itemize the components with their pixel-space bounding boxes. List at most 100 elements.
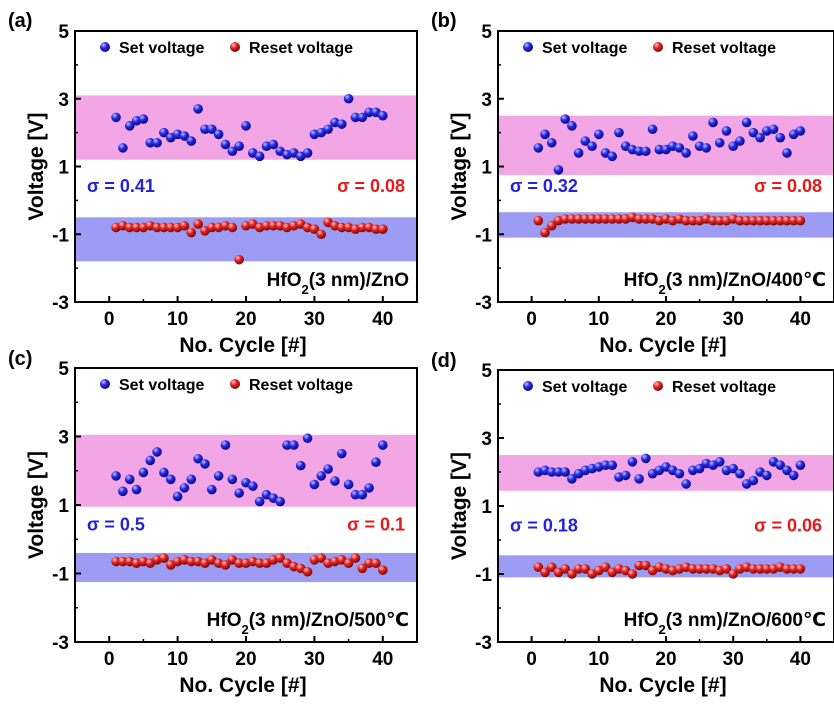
reset-voltage-point xyxy=(681,215,691,226)
set-voltage-point xyxy=(118,486,128,497)
y-tick-label: 5 xyxy=(481,361,492,382)
reset-voltage-point xyxy=(788,564,799,574)
y-tick-label: 5 xyxy=(481,22,492,43)
sample-annotation: HfO2(3 nm)/ZnO xyxy=(267,270,409,297)
reset-voltage-point xyxy=(268,220,279,231)
reset-voltage-point xyxy=(782,564,792,574)
sigma-set-annotation: σ = 0.5 xyxy=(87,515,145,535)
reset-voltage-point xyxy=(186,227,197,238)
reset-voltage-point xyxy=(336,222,347,233)
set-voltage-point xyxy=(118,143,128,153)
y-tick-label: -3 xyxy=(52,633,69,654)
reset-voltage-point xyxy=(580,564,591,574)
set-voltage-point xyxy=(600,460,611,471)
set-voltage-point xyxy=(573,148,584,158)
reset-voltage-point xyxy=(688,564,698,574)
set-voltage-point xyxy=(282,440,292,450)
reset-voltage-point xyxy=(357,222,368,233)
x-tick-label: 20 xyxy=(235,649,256,670)
sigma-reset-annotation: σ = 0.08 xyxy=(754,176,822,196)
set-voltage-point xyxy=(694,463,705,474)
set-voltage-point xyxy=(186,474,197,485)
set-voltage-point xyxy=(364,483,374,493)
set-voltage-point xyxy=(721,126,732,136)
set-voltage-point xyxy=(138,467,149,478)
set-voltage-point xyxy=(553,165,564,175)
x-tick-label: 20 xyxy=(655,309,676,330)
reset-voltage-point xyxy=(755,215,765,226)
reset-voltage-point xyxy=(788,215,799,226)
set-voltage-point xyxy=(220,139,231,150)
reset-voltage-point xyxy=(795,564,806,574)
reset-voltage-point xyxy=(159,222,169,233)
reset-voltage-point xyxy=(594,214,604,224)
legend-reset-label: Reset voltage xyxy=(672,379,776,396)
reset-voltage-point xyxy=(186,556,197,567)
reset-voltage-point xyxy=(533,215,544,226)
reset-voltage-point xyxy=(540,567,550,578)
set-voltage-point xyxy=(714,457,725,467)
legend-set-marker xyxy=(100,379,110,389)
reset-voltage-point xyxy=(600,562,611,572)
panel-c: 0 10 20 30 40 -3 -1 1 3 5 No. Cycle [#] Voltage [V]… xyxy=(8,348,418,697)
reset-voltage-point xyxy=(207,222,217,233)
set-voltage-point xyxy=(654,144,665,155)
x-tick-label: 20 xyxy=(235,309,256,330)
x-tick-label: 0 xyxy=(526,309,537,330)
set-voltage-point xyxy=(165,474,176,485)
y-tick-label: -3 xyxy=(475,633,492,654)
y-tick-label: 5 xyxy=(58,22,69,43)
y-tick-label: 3 xyxy=(481,90,492,111)
set-voltage-point xyxy=(634,146,644,157)
x-axis-title: No. Cycle [#] xyxy=(179,334,306,357)
set-voltage-point xyxy=(714,137,725,148)
x-tick-label: 40 xyxy=(372,309,393,330)
reset-voltage-point xyxy=(546,220,557,231)
reset-voltage-point xyxy=(782,215,792,226)
reset-voltage-point xyxy=(371,224,381,234)
set-voltage-point xyxy=(567,474,577,484)
reset-voltage-point xyxy=(118,556,128,567)
set-voltage-point xyxy=(234,141,244,151)
panel-b: 0 10 20 30 40 -3 -1 1 3 5 No. Cycle [#] Voltage [V]… xyxy=(431,10,834,357)
set-voltage-point xyxy=(193,104,203,114)
y-axis-title: Voltage [V] xyxy=(448,452,471,560)
reset-voltage-point xyxy=(567,569,577,579)
legend-set-label: Set voltage xyxy=(542,40,627,57)
set-voltage-point xyxy=(111,471,121,481)
x-tick-label: 30 xyxy=(304,309,325,330)
set-voltage-point xyxy=(179,131,190,141)
reset-voltage-point xyxy=(111,556,121,567)
plot-frame xyxy=(497,369,834,643)
reset-voltage-point xyxy=(614,214,624,224)
reset-voltage-point xyxy=(587,214,597,224)
set-voltage-point xyxy=(762,470,772,481)
reset-voltage-point xyxy=(378,224,388,234)
reset-voltage-point xyxy=(708,215,718,226)
y-axis-title: Voltage [V] xyxy=(25,451,48,559)
x-tick-label: 10 xyxy=(588,649,609,670)
panel-a: 0 10 20 30 40 -3 -1 1 3 5 No. Cycle [#] Voltage [V]… xyxy=(8,10,418,357)
set-voltage-point xyxy=(627,457,638,467)
reset-voltage-point xyxy=(152,222,162,233)
reset-voltage-point xyxy=(721,564,732,574)
reset-voltage-point xyxy=(580,214,591,224)
reset-voltage-point xyxy=(634,560,644,571)
reset-voltage-point xyxy=(573,564,584,574)
y-tick-label: 3 xyxy=(58,428,69,449)
set-voltage-point xyxy=(364,107,374,118)
set-voltage-point xyxy=(152,447,162,457)
set-voltage-point xyxy=(540,129,550,140)
panel-label: (a) xyxy=(8,10,32,32)
reset-voltage-point xyxy=(364,558,374,569)
x-tick-label: 30 xyxy=(723,309,744,330)
set-voltage-point xyxy=(350,489,361,500)
panel-d: 0 10 20 30 40 -3 -1 1 3 5 No. Cycle [#] Voltage [V]… xyxy=(431,350,834,697)
reset-voltage-point xyxy=(540,227,550,238)
legend-reset-marker xyxy=(653,42,663,52)
reset-voltage-point xyxy=(768,215,779,226)
reset-voltage-point xyxy=(627,569,638,579)
x-axis-title: No. Cycle [#] xyxy=(599,334,726,357)
set-voltage-point xyxy=(295,460,306,471)
set-voltage-point xyxy=(227,474,238,485)
